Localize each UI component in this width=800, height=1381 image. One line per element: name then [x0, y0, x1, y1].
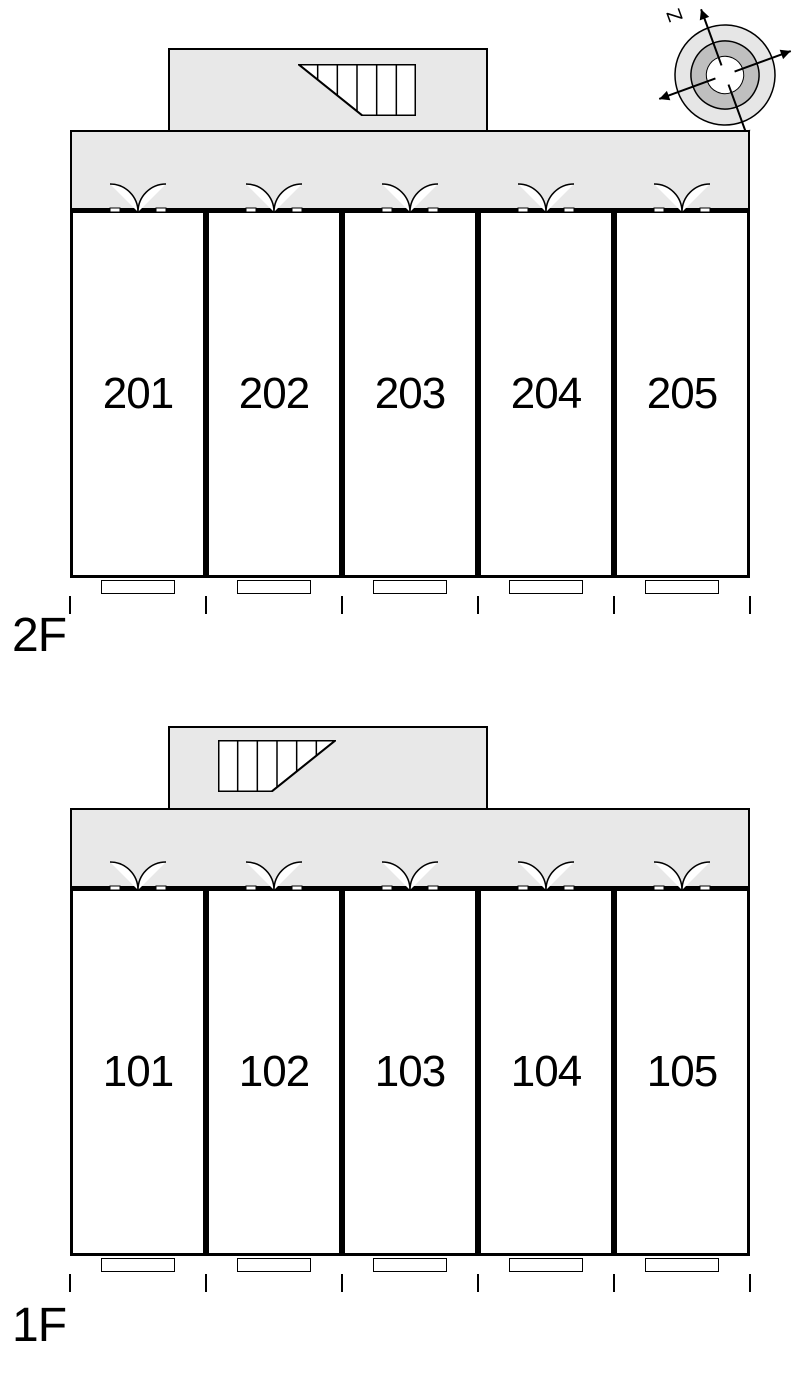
compass-label: Z: [663, 6, 688, 25]
window: [509, 580, 583, 594]
unit-label: 203: [345, 369, 475, 419]
door-icon: [650, 858, 714, 892]
floor-label: 1F: [12, 1298, 66, 1353]
window: [237, 580, 311, 594]
floor-tick: [69, 596, 71, 614]
door-icon: [106, 180, 170, 214]
unit-205: 205: [614, 210, 750, 578]
unit-label: 204: [481, 369, 611, 419]
window: [101, 1258, 175, 1272]
stair-icon: [218, 740, 336, 792]
floor-tick: [341, 596, 343, 614]
unit-203: 203: [342, 210, 478, 578]
window: [509, 1258, 583, 1272]
unit-202: 202: [206, 210, 342, 578]
door-icon: [514, 858, 578, 892]
unit-label: 101: [73, 1047, 203, 1097]
floor-tick: [205, 596, 207, 614]
door-icon: [514, 180, 578, 214]
unit-201: 201: [70, 210, 206, 578]
door-icon: [650, 180, 714, 214]
unit-204: 204: [478, 210, 614, 578]
unit-label: 105: [617, 1047, 747, 1097]
door-icon: [242, 180, 306, 214]
floor-tick: [613, 596, 615, 614]
window: [645, 580, 719, 594]
floorplan-canvas: Z 201202203204205 2F 101102103104105 1F: [0, 0, 800, 1381]
floor-tick: [613, 1274, 615, 1292]
unit-label: 104: [481, 1047, 611, 1097]
door-icon: [378, 180, 442, 214]
unit-101: 101: [70, 888, 206, 1256]
unit-label: 202: [209, 369, 339, 419]
unit-102: 102: [206, 888, 342, 1256]
floor-tick: [69, 1274, 71, 1292]
window: [373, 580, 447, 594]
window: [101, 580, 175, 594]
floor-tick: [477, 596, 479, 614]
unit-label: 201: [73, 369, 203, 419]
unit-label: 103: [345, 1047, 475, 1097]
door-icon: [242, 858, 306, 892]
unit-104: 104: [478, 888, 614, 1256]
floor-tick: [477, 1274, 479, 1292]
floor-label: 2F: [12, 608, 66, 663]
unit-105: 105: [614, 888, 750, 1256]
door-icon: [106, 858, 170, 892]
stair-icon: [298, 64, 416, 116]
door-icon: [378, 858, 442, 892]
floor-tick: [205, 1274, 207, 1292]
window: [645, 1258, 719, 1272]
unit-label: 102: [209, 1047, 339, 1097]
floor-tick: [341, 1274, 343, 1292]
unit-103: 103: [342, 888, 478, 1256]
window: [237, 1258, 311, 1272]
window: [373, 1258, 447, 1272]
floor-tick: [749, 596, 751, 614]
unit-label: 205: [617, 369, 747, 419]
floor-tick: [749, 1274, 751, 1292]
